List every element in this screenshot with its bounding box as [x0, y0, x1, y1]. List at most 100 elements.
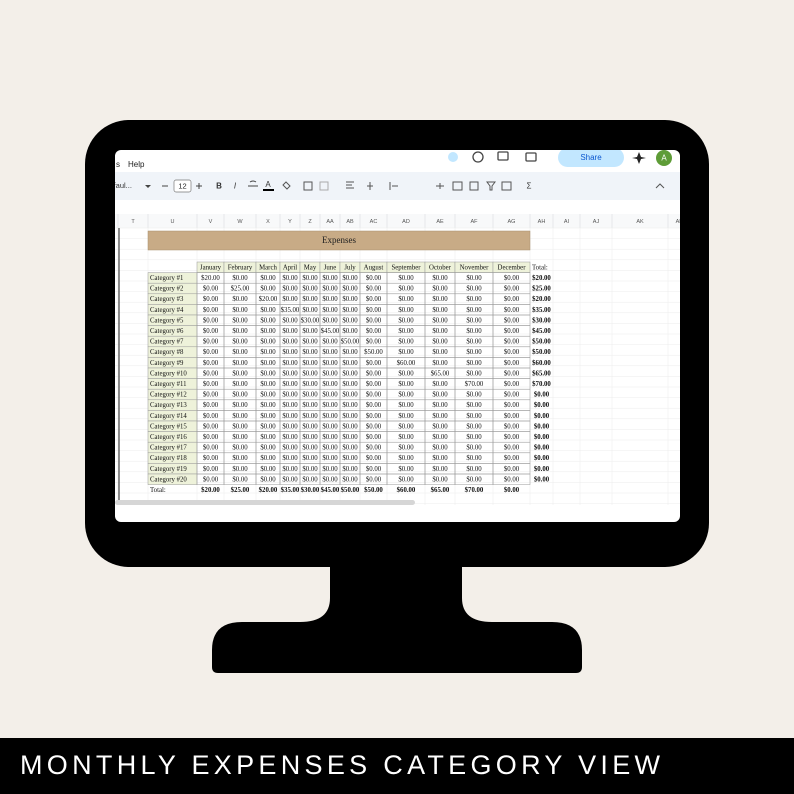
share-label[interactable]: Share	[580, 153, 602, 162]
row-total: $0.00	[534, 434, 550, 441]
amount-cell: $0.00	[203, 455, 219, 462]
amount-cell: $0.00	[322, 307, 338, 314]
amount-cell: $0.00	[322, 360, 338, 367]
plus-icon[interactable]	[196, 183, 202, 189]
amount-cell: $0.00	[398, 402, 414, 409]
amount-cell: $0.00	[432, 392, 448, 399]
amount-cell: $0.00	[203, 381, 219, 388]
month-total: $65.00	[431, 487, 450, 494]
amount-cell: $0.00	[342, 317, 358, 324]
category-label: Category #4	[150, 307, 184, 314]
italic-button[interactable]: I	[234, 182, 237, 191]
amount-cell: $0.00	[504, 455, 520, 462]
category-label: Category #14	[150, 413, 187, 420]
category-label: Category #3	[150, 296, 184, 303]
amount-cell: $0.00	[203, 307, 219, 314]
amount-cell: $0.00	[432, 339, 448, 346]
amount-cell: $0.00	[504, 402, 520, 409]
amount-cell: $0.00	[203, 392, 219, 399]
amount-cell: $0.00	[282, 402, 298, 409]
amount-cell: $0.00	[466, 307, 482, 314]
menu-item[interactable]: s	[116, 160, 120, 169]
amount-cell: $0.00	[232, 339, 248, 346]
column-header: Z	[308, 219, 312, 225]
amount-cell: $0.00	[466, 370, 482, 377]
text-color-button[interactable]: A	[265, 180, 271, 189]
functions-button[interactable]: Σ	[527, 182, 532, 191]
amount-cell: $65.00	[431, 370, 450, 377]
amount-cell: $0.00	[260, 286, 276, 293]
category-label: Category #19	[150, 466, 187, 473]
font-size-box[interactable]	[173, 179, 192, 193]
amount-cell: $0.00	[398, 434, 414, 441]
amount-cell: $0.00	[203, 402, 219, 409]
font-size[interactable]: 12	[178, 181, 186, 190]
amount-cell: $0.00	[232, 275, 248, 282]
amount-cell: $0.00	[366, 381, 382, 388]
row-total: $60.00	[532, 360, 551, 367]
amount-cell: $0.00	[366, 445, 382, 452]
amount-cell: $0.00	[302, 349, 318, 356]
month-total: $50.00	[341, 487, 360, 494]
meet-icon[interactable]	[525, 152, 537, 162]
bold-button[interactable]: B	[216, 182, 222, 191]
amount-cell: $0.00	[342, 370, 358, 377]
amount-cell: $50.00	[364, 349, 383, 356]
category-label: Category #15	[150, 423, 187, 430]
gemini-icon[interactable]	[632, 152, 646, 164]
amount-cell: $0.00	[260, 455, 276, 462]
header-cell: February	[228, 264, 253, 271]
amount-cell: $0.00	[232, 307, 248, 314]
amount-cell: $0.00	[282, 349, 298, 356]
amount-cell: $20.00	[201, 275, 220, 282]
amount-cell: $0.00	[398, 476, 414, 483]
amount-cell: $0.00	[366, 476, 382, 483]
font-select[interactable]: Defaul...	[104, 181, 132, 190]
row-total: $0.00	[534, 476, 550, 483]
amount-cell: $0.00	[366, 307, 382, 314]
amount-cell: $0.00	[466, 296, 482, 303]
amount-cell: $0.00	[260, 392, 276, 399]
amount-cell: $0.00	[260, 476, 276, 483]
column-header: AC	[370, 219, 378, 225]
amount-cell: $0.00	[398, 370, 414, 377]
category-label: Category #6	[150, 328, 184, 335]
amount-cell: $0.00	[260, 370, 276, 377]
header-cell: January	[200, 264, 222, 271]
amount-cell: $0.00	[398, 455, 414, 462]
amount-cell: $70.00	[465, 381, 484, 388]
amount-cell: $0.00	[466, 423, 482, 430]
amount-cell: $0.00	[432, 476, 448, 483]
column-header: AK	[636, 219, 644, 225]
amount-cell: $0.00	[366, 466, 382, 473]
amount-cell: $0.00	[322, 455, 338, 462]
amount-cell: $0.00	[342, 286, 358, 293]
icon[interactable]	[448, 152, 458, 162]
scrollbar[interactable]	[115, 500, 415, 505]
amount-cell: $0.00	[342, 307, 358, 314]
amount-cell: $0.00	[203, 286, 219, 293]
amount-cell: $0.00	[504, 307, 520, 314]
amount-cell: $0.00	[432, 286, 448, 293]
amount-cell: $0.00	[322, 370, 338, 377]
amount-cell: $0.00	[366, 339, 382, 346]
amount-cell: $0.00	[302, 466, 318, 473]
amount-cell: $0.00	[302, 434, 318, 441]
column-header: AG	[508, 219, 516, 225]
amount-cell: $0.00	[282, 317, 298, 324]
amount-cell: $0.00	[203, 466, 219, 473]
amount-cell: $0.00	[342, 275, 358, 282]
month-total: $30.00	[301, 487, 320, 494]
history-icon[interactable]	[472, 151, 484, 163]
amount-cell: $0.00	[302, 423, 318, 430]
comment-icon[interactable]	[497, 151, 509, 161]
amount-cell: $0.00	[232, 476, 248, 483]
strike-button[interactable]	[248, 180, 258, 187]
amount-cell: $0.00	[366, 328, 382, 335]
category-label: Category #13	[150, 402, 187, 409]
monitor-stand	[212, 560, 582, 673]
avatar[interactable]	[656, 150, 672, 166]
menu-item[interactable]: Help	[128, 160, 145, 169]
amount-cell: $0.00	[282, 476, 298, 483]
share-button[interactable]	[558, 148, 624, 167]
